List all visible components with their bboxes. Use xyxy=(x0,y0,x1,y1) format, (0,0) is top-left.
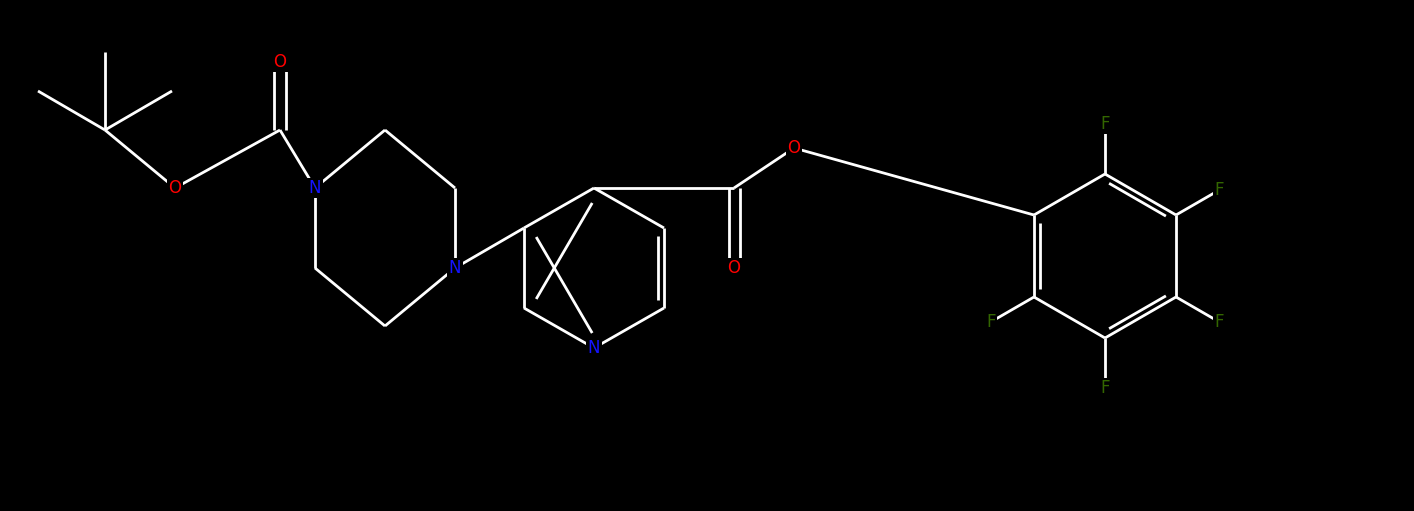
Text: O: O xyxy=(168,179,181,197)
Text: O: O xyxy=(273,53,287,71)
Text: F: F xyxy=(1215,313,1225,331)
Text: N: N xyxy=(448,259,461,277)
Text: N: N xyxy=(308,179,321,197)
Text: F: F xyxy=(1100,115,1110,133)
Text: N: N xyxy=(588,339,601,357)
Text: O: O xyxy=(727,259,741,277)
Text: F: F xyxy=(986,313,995,331)
Text: F: F xyxy=(1215,181,1225,199)
Text: O: O xyxy=(788,139,800,157)
Text: F: F xyxy=(1100,379,1110,397)
